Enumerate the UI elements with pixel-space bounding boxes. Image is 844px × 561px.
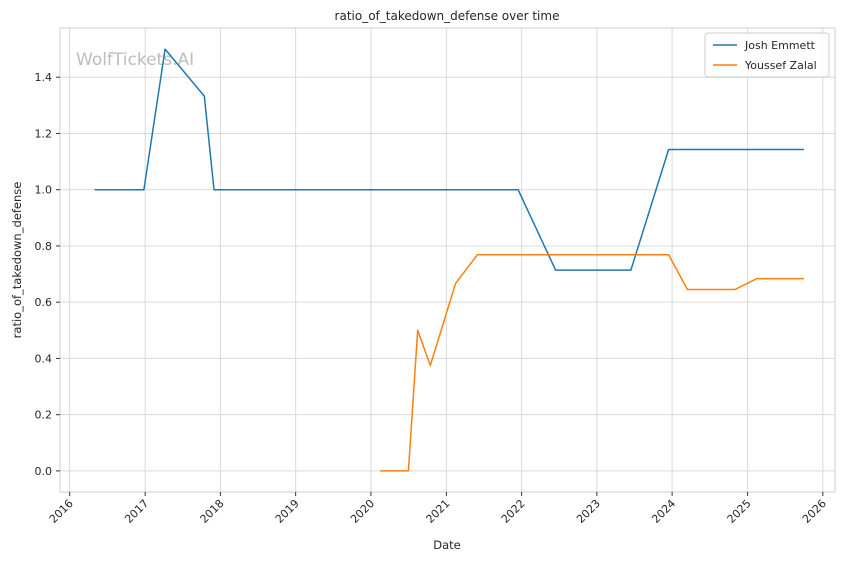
x-tick-label: 2022 — [499, 497, 528, 526]
series-line-1 — [380, 253, 804, 472]
y-tick-label: 0.0 — [35, 465, 53, 478]
legend-box — [704, 32, 830, 78]
y-tick-label: 1.2 — [35, 127, 53, 140]
y-tick-label: 0.6 — [35, 296, 53, 309]
x-tick-label: 2019 — [273, 497, 302, 526]
axis-ticks: 2016 2017 2018 2019 2020 2021 2022 2023 2024 2025… — [35, 71, 829, 526]
x-tick-label: 2024 — [649, 497, 678, 526]
x-axis-label: Date — [433, 538, 461, 552]
y-tick-label: 1.0 — [35, 184, 53, 197]
legend-label: Josh Emmett — [744, 39, 816, 52]
legend: Josh Emmett Youssef Zalal — [704, 32, 830, 78]
y-tick-label: 0.8 — [35, 240, 53, 253]
grid — [60, 28, 835, 492]
legend-label: Youssef Zalal — [744, 59, 817, 72]
y-tick-label: 1.4 — [35, 71, 53, 84]
x-tick-label: 2023 — [574, 497, 603, 526]
watermark: WolfTickets.AI — [76, 50, 194, 70]
x-tick-label: 2020 — [348, 497, 377, 526]
x-tick-label: 2017 — [122, 497, 151, 526]
chart-title: ratio_of_takedown_defense over time — [335, 9, 560, 23]
x-tick-label: 2018 — [198, 497, 227, 526]
y-tick-label: 0.2 — [35, 409, 53, 422]
series-layer — [94, 48, 804, 472]
series-line-0 — [94, 48, 804, 271]
x-tick-label: 2021 — [423, 497, 452, 526]
x-tick-label: 2025 — [725, 497, 754, 526]
x-tick-label: 2016 — [47, 497, 76, 526]
x-tick-label: 2026 — [800, 497, 829, 526]
y-axis-label: ratio_of_takedown_defense — [10, 182, 24, 339]
plot-frame — [59, 27, 836, 493]
y-tick-label: 0.4 — [35, 352, 53, 365]
